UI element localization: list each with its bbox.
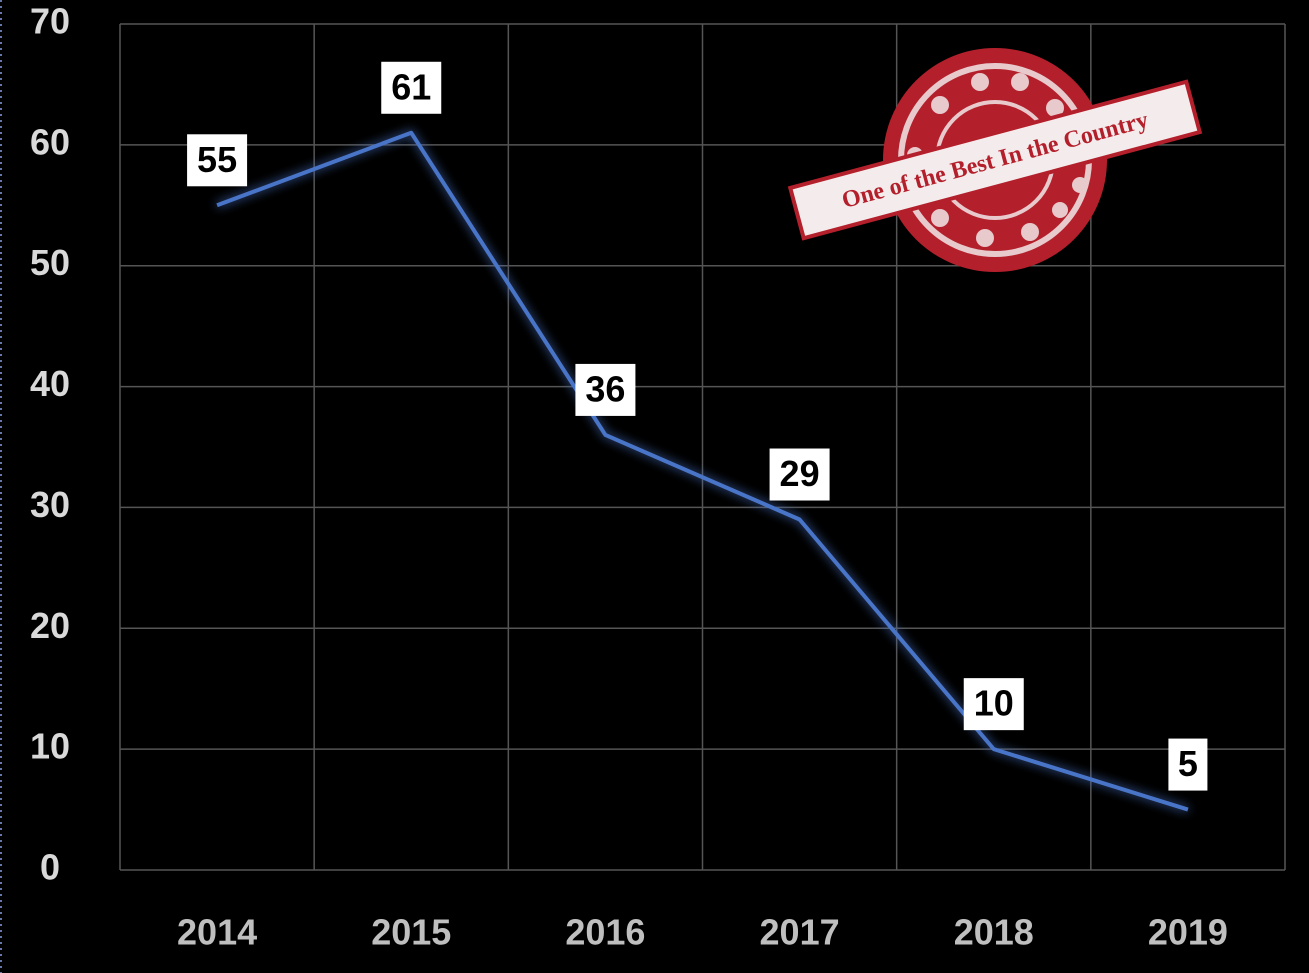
y-tick-label: 70	[30, 1, 70, 42]
x-tick-label: 2014	[177, 912, 257, 953]
data-label: 5	[1178, 743, 1198, 784]
data-label: 29	[780, 453, 820, 494]
data-label-box	[187, 134, 248, 187]
y-tick-label: 40	[30, 363, 70, 404]
y-tick-label: 10	[30, 726, 70, 767]
y-tick-label: 0	[40, 847, 60, 888]
x-tick-label: 2018	[954, 912, 1034, 953]
line	[216, 130, 1189, 812]
x-tick-label: 2016	[565, 912, 645, 953]
data-label-box	[575, 363, 636, 416]
marks: 55 61 36 29 10 5	[187, 61, 1208, 812]
stamp: One of the Best In the Country	[787, 48, 1203, 272]
data-label-box	[381, 61, 442, 114]
data-label: 55	[197, 139, 237, 180]
data-label: 36	[585, 368, 625, 409]
x-tick-label: 2017	[760, 912, 840, 953]
data-label: 61	[391, 66, 431, 107]
x-tick-label: 2015	[371, 912, 451, 953]
stamp-stars	[907, 73, 1088, 247]
data-label-box	[963, 678, 1024, 731]
data-label: 10	[974, 683, 1014, 724]
y-tick-label: 60	[30, 121, 70, 162]
y-tick-label: 50	[30, 242, 70, 283]
y-tick-label: 30	[30, 484, 70, 525]
y-tick-label: 20	[30, 605, 70, 646]
x-tick-label: 2019	[1148, 912, 1228, 953]
data-label-box	[769, 448, 830, 501]
data-label-box	[1168, 738, 1208, 791]
stamp-banner	[787, 79, 1203, 241]
